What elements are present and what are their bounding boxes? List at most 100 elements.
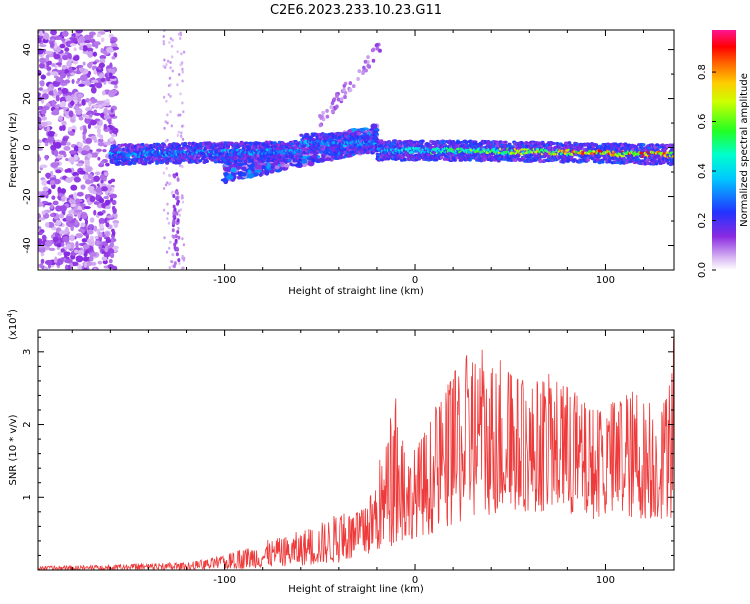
heatmap-cell — [162, 208, 166, 212]
heatmap-cell — [171, 228, 175, 233]
heatmap-cell — [105, 238, 112, 244]
heatmap-cell — [335, 104, 339, 109]
heatmap-cell — [66, 243, 71, 249]
heatmap-cell — [52, 200, 59, 206]
heatmap-cell — [46, 72, 51, 76]
heatmap-cell — [83, 251, 88, 258]
heatmap-cell — [366, 63, 371, 68]
heatmap-cell — [93, 209, 97, 216]
heatmap-cell — [40, 108, 47, 115]
heatmap-cell — [104, 246, 109, 253]
heatmap-cell — [38, 154, 41, 162]
heatmap-cell — [254, 169, 263, 173]
heatmap-cell — [94, 171, 101, 176]
heatmap-cell — [179, 92, 182, 96]
heatmap-cell — [102, 149, 107, 153]
heatmap-cell — [90, 178, 94, 184]
heatmap-cell — [55, 169, 62, 174]
heatmap-cell — [173, 242, 177, 247]
heatmap-cell — [112, 219, 120, 225]
heatmap-cell — [170, 124, 173, 128]
heatmap-cell — [182, 50, 186, 54]
heatmap-cell — [44, 139, 50, 144]
heatmap-cell — [60, 188, 67, 194]
heatmap-cell — [73, 176, 81, 183]
heatmap-cell — [89, 235, 94, 242]
heatmap-cell — [371, 47, 376, 52]
heatmap-cell — [177, 144, 182, 148]
heatmap-cell — [101, 90, 106, 96]
heatmap-cell — [38, 217, 46, 221]
heatmap-cell — [336, 97, 341, 102]
heatmap-cell — [69, 43, 77, 47]
heatmap-cell — [39, 164, 48, 169]
heatmap-cell — [73, 192, 78, 200]
heatmap-cell — [51, 63, 56, 67]
heatmap-cell — [38, 139, 42, 144]
heatmap-cell — [370, 123, 377, 130]
heatmap-cell — [62, 106, 68, 111]
heatmap-cell — [83, 127, 88, 134]
heatmap-cell — [44, 259, 53, 266]
heatmap-cell — [51, 111, 60, 116]
heatmap-cell — [83, 267, 88, 270]
heatmap-cell — [110, 193, 118, 199]
heatmap-cell — [79, 74, 88, 82]
heatmap-cell — [39, 80, 45, 87]
heatmap-cell — [92, 61, 97, 65]
heatmap-cell — [172, 234, 176, 239]
heatmap-cell — [91, 79, 99, 84]
heatmap-cell — [362, 65, 366, 70]
heatmap-cell — [106, 46, 114, 54]
chart-title: C2E6.2023.233.10.23.G11 — [270, 3, 442, 18]
heatmap-cell — [47, 60, 52, 66]
heatmap-cell — [64, 47, 70, 52]
heatmap-cell — [99, 174, 105, 181]
heatmap-cell — [113, 84, 118, 89]
heatmap-cell — [181, 254, 184, 258]
heatmap-cell — [52, 236, 59, 243]
heatmap-cell — [65, 141, 71, 146]
heatmap-cell — [49, 177, 57, 181]
heatmap-cell — [169, 240, 172, 244]
heatmap-cell — [59, 205, 67, 212]
heatmap-cell — [56, 242, 63, 248]
heatmap-cell — [61, 242, 65, 247]
heatmap-cell — [318, 123, 323, 128]
heatmap-cell — [58, 213, 65, 219]
heatmap-cell — [330, 101, 335, 106]
heatmap-cell — [77, 249, 85, 256]
heatmap-cell — [61, 65, 67, 70]
heatmap-cell — [64, 264, 69, 270]
heatmap-cell — [97, 260, 103, 265]
heatmap-cell — [47, 86, 52, 93]
heatmap-cell — [311, 158, 316, 163]
heatmap-cell — [99, 134, 104, 140]
heatmap-cell — [83, 206, 91, 210]
heatmap-cell — [101, 256, 108, 261]
heatmap-cell — [101, 186, 108, 192]
heatmap-cell — [109, 89, 118, 95]
heatmap-cell — [82, 113, 87, 118]
heatmap-cell — [103, 123, 108, 130]
heatmap-cell — [85, 107, 93, 112]
heatmap-cell — [54, 139, 62, 144]
heatmap-cell — [329, 105, 334, 110]
heatmap-cell — [38, 92, 41, 97]
heatmap-cell — [301, 155, 308, 160]
heatmap-cell — [74, 99, 78, 105]
heatmap-cell — [105, 205, 111, 210]
heatmap-cell — [339, 97, 344, 102]
heatmap-cell — [97, 127, 101, 135]
heatmap-cell — [63, 251, 71, 257]
heatmap-cell — [49, 213, 55, 218]
heatmap-cell — [165, 99, 168, 103]
heatmap-cell — [63, 146, 71, 151]
heatmap-cell — [104, 141, 112, 146]
heatmap-cell — [99, 54, 107, 60]
heatmap-cell — [85, 219, 89, 225]
heatmap-cell — [103, 196, 110, 200]
heatmap-cell — [50, 71, 59, 76]
heatmap-cell — [105, 231, 110, 237]
